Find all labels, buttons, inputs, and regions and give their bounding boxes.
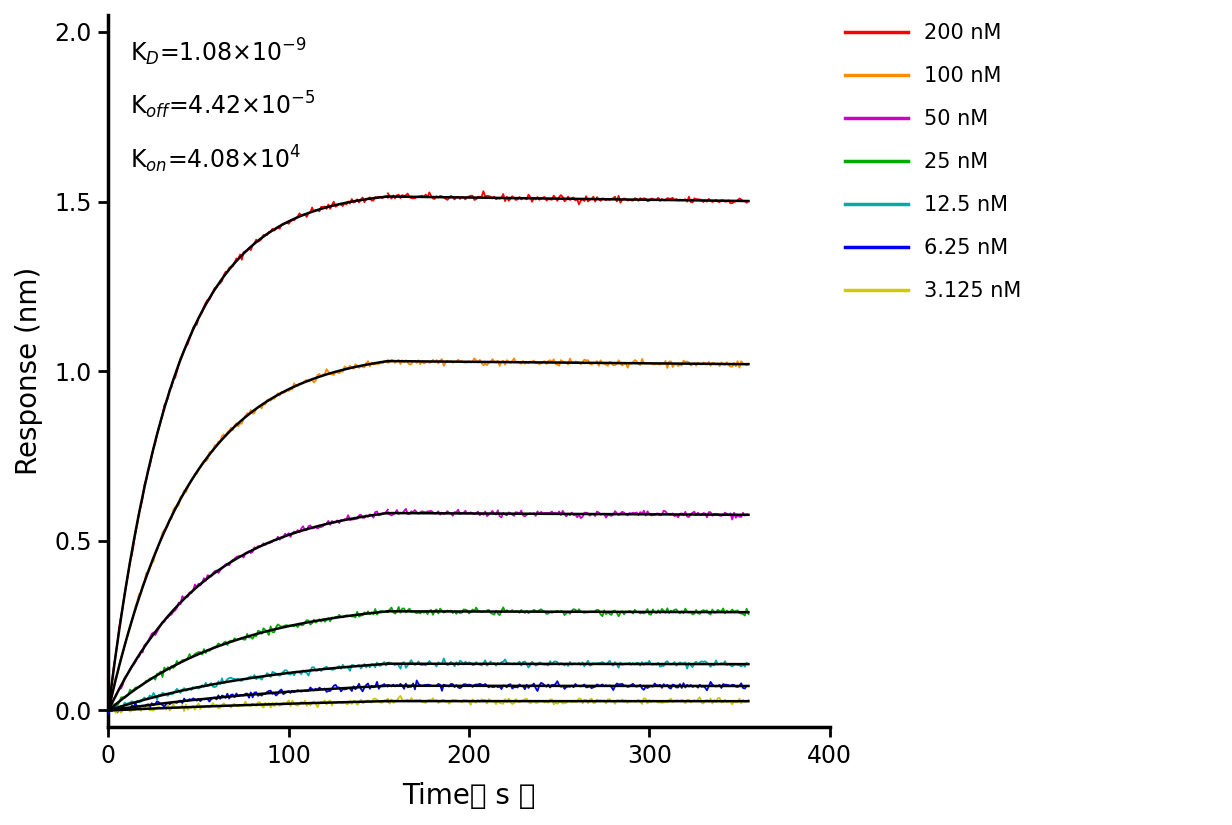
Y-axis label: Response (nm): Response (nm): [15, 267, 43, 475]
X-axis label: Time（ s ）: Time（ s ）: [403, 782, 536, 810]
Text: K$_{D}$=1.08×10$^{-9}$
K$_{off}$=4.42×10$^{-5}$
K$_{on}$=4.08×10$^{4}$: K$_{D}$=1.08×10$^{-9}$ K$_{off}$=4.42×10…: [131, 36, 315, 175]
Legend: 200 nM, 100 nM, 50 nM, 25 nM, 12.5 nM, 6.25 nM, 3.125 nM: 200 nM, 100 nM, 50 nM, 25 nM, 12.5 nM, 6…: [837, 15, 1030, 309]
